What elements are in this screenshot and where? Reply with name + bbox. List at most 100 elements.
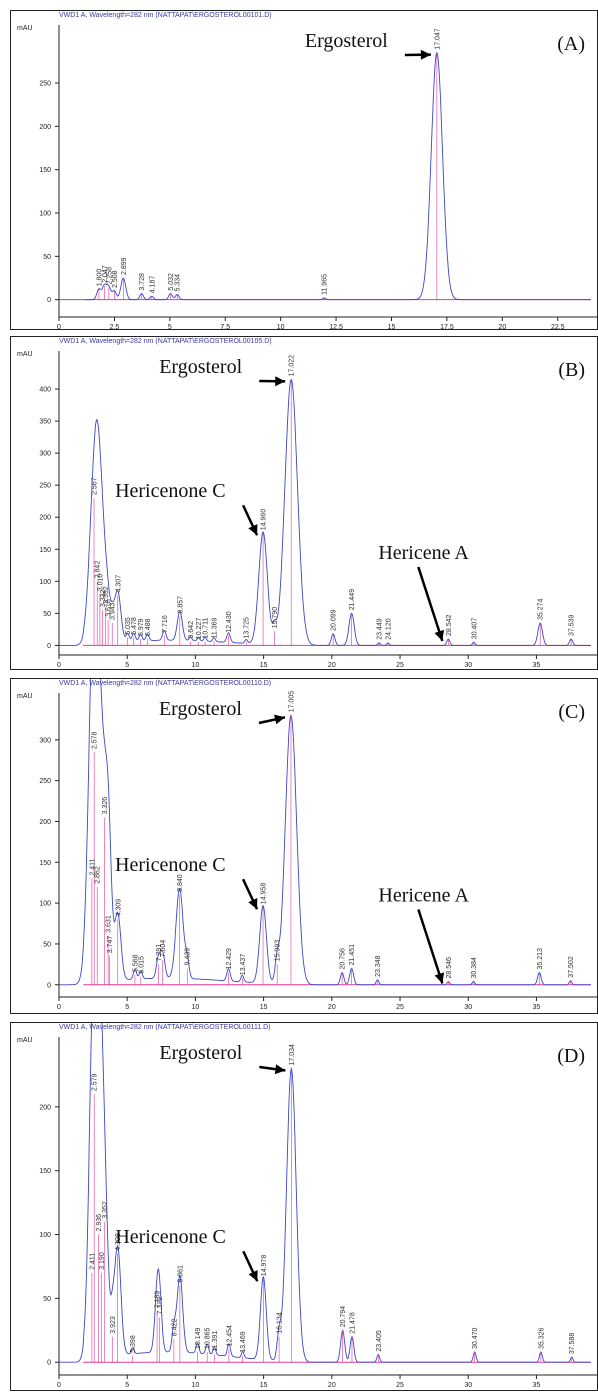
peak-label: 28.546 [446, 957, 453, 979]
arrow-head-icon [275, 376, 285, 386]
x-tick-label: 15 [388, 324, 396, 331]
chromatogram-panel-a: VWD1 A, Wavelength=282 nm (NATTAPAT\ERGO… [10, 10, 598, 330]
peak-label: 5.398 [130, 1335, 137, 1353]
chromatogram-trace [59, 1023, 591, 1362]
peak-label: 11.369 [212, 618, 219, 639]
y-tick-label: 0 [47, 1360, 51, 1367]
peak-label: 4.309 [115, 899, 122, 917]
peak-label: 10.711 [203, 618, 210, 639]
peak-label: 2.567 [92, 477, 99, 495]
x-tick-label: 10 [192, 662, 200, 669]
peak-label: 14.978 [261, 1255, 268, 1277]
chromatogram-trace [59, 53, 591, 300]
x-tick-label: 5 [125, 1004, 129, 1011]
peak-label: 3.923 [110, 1316, 117, 1334]
y-tick-label: 50 [43, 941, 51, 948]
peak-label: 2.578 [92, 731, 99, 749]
x-tick-label: 0 [57, 1004, 61, 1011]
x-tick-label: 15 [260, 1382, 268, 1389]
arrow-head-icon [421, 50, 431, 60]
peak-label: 21.449 [349, 589, 356, 611]
y-tick-label: 400 [39, 387, 51, 394]
compound-label: Ergosterol [159, 698, 242, 720]
x-tick-label: 5 [125, 1382, 129, 1389]
y-tick-label: 150 [39, 860, 51, 867]
peak-label: 7.716 [162, 615, 169, 633]
chromatogram-trace [59, 679, 591, 985]
y-tick-label: 150 [39, 547, 51, 554]
peak-label: 13.437 [240, 954, 247, 976]
peak-label: 2.508 [112, 270, 119, 288]
x-tick-label: 25 [396, 662, 404, 669]
chromatogram-panel-d: VWD1 A, Wavelength=282 nm (NATTAPAT\ERGO… [10, 1022, 598, 1391]
peak-label: 2.411 [89, 1253, 96, 1270]
compound-label: Ergosterol [305, 30, 388, 52]
x-tick-label: 7.5 [220, 324, 230, 331]
y-tick-label: 100 [39, 579, 51, 586]
peak-label: 12.454 [226, 1325, 233, 1347]
peak-label: 8.422 [171, 1319, 178, 1337]
compound-label: Ergosterol [159, 1042, 242, 1064]
peak-label: 3.352 [102, 1201, 109, 1219]
peak-label: 3.728 [139, 273, 146, 291]
peak-label: 21.451 [349, 944, 356, 966]
x-tick-label: 30 [464, 1004, 472, 1011]
peak-label: 11.391 [212, 1331, 219, 1352]
y-tick-label: 300 [39, 737, 51, 744]
peak-label: 12.429 [226, 948, 233, 970]
peak-label: 20.794 [340, 1306, 347, 1328]
peak-label: 4.307 [115, 575, 122, 593]
peak-label: 3.747 [107, 936, 114, 954]
peak-label: 30.384 [471, 957, 478, 979]
peak-label: 17.005 [289, 691, 296, 713]
x-tick-label: 25 [396, 1382, 404, 1389]
peak-label: 14.960 [261, 509, 268, 531]
x-tick-label: 0 [57, 324, 61, 331]
peak-label: 28.542 [446, 614, 453, 636]
peak-label: 9.439 [185, 948, 192, 966]
x-tick-label: 25 [396, 1004, 404, 1011]
peak-label: 11.965 [322, 274, 329, 295]
chromatogram-panel-b: VWD1 A, Wavelength=282 nm (NATTAPAT\ERGO… [10, 336, 598, 670]
y-tick-label: 200 [39, 124, 51, 131]
peak-label: 21.478 [350, 1312, 357, 1334]
x-tick-label: 15 [260, 662, 268, 669]
y-tick-label: 200 [39, 819, 51, 826]
x-tick-label: 0 [57, 662, 61, 669]
compound-label: Hericene A [378, 542, 469, 564]
peak-label: 13.469 [240, 1331, 247, 1353]
y-tick-label: 200 [39, 1104, 51, 1111]
arrow-icon [418, 567, 442, 641]
peak-label: 8.857 [177, 596, 184, 614]
y-tick-label: 200 [39, 515, 51, 522]
peak-label: 20.756 [340, 948, 347, 970]
x-tick-label: 5 [168, 324, 172, 331]
x-tick-label: 5 [125, 662, 129, 669]
peak-label: 35.274 [538, 598, 545, 620]
peak-label: 9.642 [188, 621, 195, 639]
x-tick-label: 30 [464, 662, 472, 669]
compound-label: Hericene A [378, 884, 469, 906]
x-tick-label: 2.5 [110, 324, 120, 331]
peak-label: 37.588 [569, 1333, 576, 1355]
x-tick-label: 35 [533, 1382, 541, 1389]
peak-label: 4.187 [149, 276, 156, 294]
y-tick-label: 100 [39, 1232, 51, 1239]
peak-label: 7.604 [160, 940, 167, 958]
y-tick-label: 350 [39, 419, 51, 426]
peak-label: 12.430 [226, 611, 233, 633]
peak-label: 3.631 [106, 915, 113, 933]
peak-label: 15.993 [275, 940, 282, 962]
peak-label: 10.865 [205, 1327, 212, 1349]
peak-label: 16.134 [277, 1312, 284, 1334]
x-tick-label: 20 [328, 1382, 336, 1389]
peak-label: 8.861 [177, 1265, 184, 1283]
y-tick-label: 50 [43, 611, 51, 618]
peak-label: 20.099 [331, 609, 338, 631]
x-tick-label: 10 [277, 324, 285, 331]
compound-label: Hericenone C [115, 480, 226, 502]
peak-label: 2.862 [95, 866, 102, 884]
